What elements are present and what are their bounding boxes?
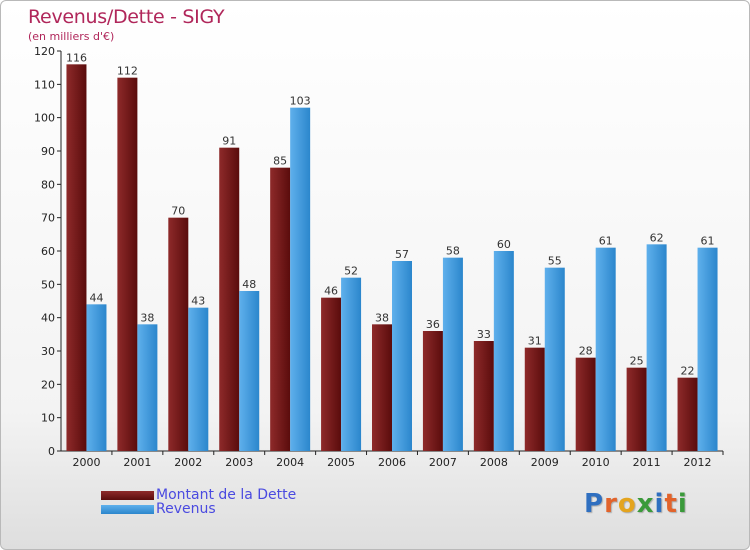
x-tick-label: 2009	[531, 456, 559, 469]
logo-letter: i	[677, 489, 688, 519]
bar-dette	[473, 341, 494, 451]
data-label: 52	[344, 265, 358, 278]
y-tick-label: 90	[41, 145, 55, 158]
bar-revenus	[697, 247, 718, 451]
bar-dette	[66, 64, 87, 452]
bar-revenus	[290, 107, 311, 452]
data-label: 36	[426, 318, 440, 331]
bar-revenus	[341, 277, 362, 451]
data-label: 43	[191, 295, 205, 308]
bar-dette	[321, 297, 342, 451]
y-tick-label: 40	[41, 312, 55, 325]
y-tick-label: 30	[41, 345, 55, 358]
data-label: 38	[375, 311, 389, 324]
x-tick-label: 2005	[327, 456, 355, 469]
data-label: 28	[579, 345, 593, 358]
bar-revenus	[646, 244, 667, 451]
y-tick-label: 120	[34, 45, 55, 58]
bar-revenus	[86, 304, 107, 451]
bar-dette	[270, 167, 291, 451]
chart-subtitle: (en milliers d'€)	[28, 30, 115, 43]
data-label: 58	[446, 245, 460, 258]
bar-dette	[372, 324, 392, 451]
y-tick-label: 0	[48, 445, 55, 458]
x-tick-label: 2001	[123, 456, 151, 469]
data-label: 31	[528, 335, 542, 348]
y-tick-label: 50	[41, 278, 55, 291]
bar-dette	[575, 357, 596, 451]
bar-revenus	[392, 261, 412, 451]
y-tick-label: 100	[34, 112, 55, 125]
data-label: 61	[599, 235, 613, 248]
data-label: 112	[117, 65, 138, 78]
x-tick-label: 2006	[378, 456, 406, 469]
bar-dette	[677, 377, 698, 451]
bar-revenus	[188, 307, 209, 451]
x-tick-label: 2011	[633, 456, 661, 469]
logo-letter: x	[636, 489, 655, 519]
data-label: 57	[395, 248, 409, 261]
y-tick-label: 70	[41, 212, 55, 225]
y-tick-label: 20	[41, 378, 55, 391]
data-label: 55	[548, 255, 562, 268]
x-tick-label: 2008	[480, 456, 508, 469]
legend-label-revenus: Revenus	[156, 501, 216, 517]
y-tick-label: 60	[41, 245, 55, 258]
y-tick-label: 110	[34, 78, 55, 91]
data-label: 25	[630, 355, 644, 368]
bar-revenus	[595, 247, 616, 451]
x-tick-label: 2000	[72, 456, 100, 469]
logo-letter: P	[584, 489, 605, 519]
legend-label-debt: Montant de la Dette	[156, 487, 297, 503]
bar-revenus	[137, 324, 158, 451]
x-tick-label: 2003	[225, 456, 253, 469]
data-label: 48	[242, 278, 256, 291]
data-label: 91	[222, 135, 236, 148]
y-tick-label: 10	[41, 412, 55, 425]
bar-revenus	[239, 291, 260, 451]
data-label: 22	[681, 365, 695, 378]
data-label: 60	[497, 238, 511, 251]
data-label: 44	[89, 291, 103, 304]
legend-item-revenus: Revenus	[101, 501, 216, 517]
legend-swatch-debt	[101, 490, 154, 500]
x-tick-label: 2007	[429, 456, 457, 469]
x-tick-label: 2012	[684, 456, 712, 469]
logo-letter: o	[617, 489, 637, 519]
data-label: 61	[701, 235, 715, 248]
bar-revenus	[442, 257, 463, 451]
x-tick-label: 2002	[174, 456, 202, 469]
data-label: 85	[273, 155, 287, 168]
data-label: 62	[650, 231, 664, 244]
chart-title: Revenus/Dette - SIGY	[28, 6, 225, 28]
logo-letter: i	[654, 489, 665, 519]
logo-letter: t	[664, 489, 678, 519]
logo-letter: r	[604, 489, 618, 519]
data-label: 103	[290, 95, 311, 108]
bar-dette	[117, 77, 138, 452]
data-label: 70	[171, 205, 185, 218]
bar-revenus	[544, 267, 565, 451]
legend-swatch-revenus	[101, 504, 154, 514]
data-label: 38	[140, 311, 154, 324]
bar-dette	[168, 217, 189, 451]
bar-dette	[626, 367, 647, 451]
data-label: 46	[324, 285, 338, 298]
data-label: 116	[66, 51, 87, 64]
x-tick-label: 2004	[276, 456, 304, 469]
bar-revenus	[493, 251, 514, 451]
x-tick-label: 2010	[582, 456, 610, 469]
bar-dette	[422, 331, 443, 451]
legend-item-debt: Montant de la Dette	[101, 487, 296, 503]
bar-dette	[219, 147, 240, 451]
y-tick-label: 80	[41, 178, 55, 191]
data-label: 33	[477, 328, 491, 341]
bar-dette	[524, 347, 545, 451]
